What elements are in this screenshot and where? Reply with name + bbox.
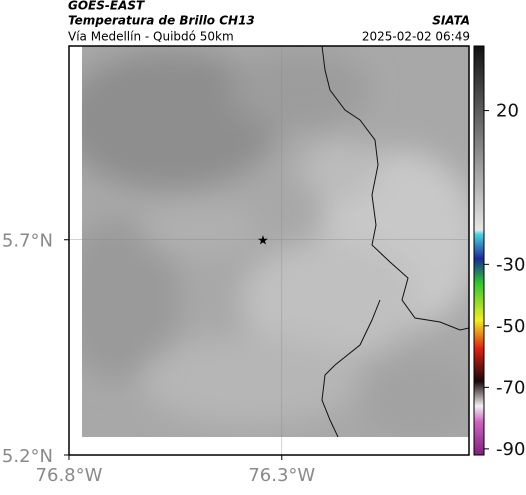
subtitle: Vía Medellín - Quibdó 50km — [68, 30, 234, 44]
x-tick-label: 76.8°W — [36, 465, 103, 486]
datetime: 2025-02-02 06:49 — [362, 30, 470, 44]
colorbar-label: -50 — [496, 316, 525, 337]
x-tick-label: 76.3°W — [248, 465, 315, 486]
colorbar-label: -90 — [496, 439, 525, 460]
colorbar-label: 20 — [496, 101, 519, 122]
colorbar-label: -30 — [496, 254, 525, 275]
imagery — [82, 46, 469, 437]
map-frame — [68, 45, 470, 456]
source: GOES-EAST — [68, 0, 145, 13]
colorbar-label: -70 — [496, 377, 525, 398]
location-marker: ★ — [257, 234, 269, 249]
y-tick-label: 5.2°N — [2, 446, 53, 467]
colorbar — [473, 45, 485, 456]
y-tick-label: 5.7°N — [2, 231, 53, 252]
title: Temperatura de Brillo CH13 — [68, 14, 255, 28]
agency: SIATA — [432, 14, 470, 28]
